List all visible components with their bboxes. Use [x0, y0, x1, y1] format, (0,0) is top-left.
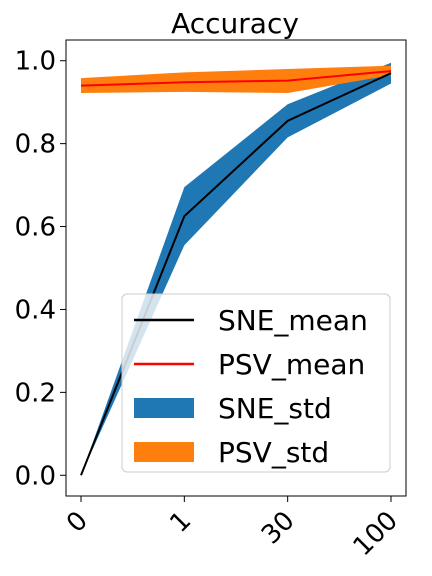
y-tick-label: 0.2	[15, 378, 56, 408]
x-tick-label: 30	[256, 506, 301, 551]
legend: SNE_mean PSV_mean SNE_std PSV_std	[121, 293, 391, 473]
plot-frame	[65, 39, 407, 497]
y-tick-label: 0.0	[15, 461, 56, 491]
legend-swatch-psv-std	[134, 442, 194, 462]
x-tick-label: 0	[61, 506, 94, 539]
y-tick-label: 0.4	[15, 295, 56, 325]
legend-label-psv-std: PSV_std	[218, 436, 329, 469]
legend-swatch-sne-std	[134, 398, 194, 418]
y-tick-label: 1.0	[15, 47, 56, 77]
legend-box	[121, 293, 391, 473]
x-tick-label: 1	[164, 506, 197, 539]
band-psv-std	[81, 65, 391, 94]
line-psv-mean	[80, 70, 392, 87]
y-tick-label: 0.8	[15, 130, 56, 160]
chart-title: Accuracy	[171, 7, 299, 40]
y-tick-label: 0.6	[15, 213, 56, 243]
x-tick-label: 100	[348, 506, 404, 562]
legend-label-psv-mean: PSV_mean	[218, 348, 365, 381]
legend-label-sne-mean: SNE_mean	[218, 304, 368, 337]
legend-label-sne-std: SNE_std	[218, 392, 332, 425]
